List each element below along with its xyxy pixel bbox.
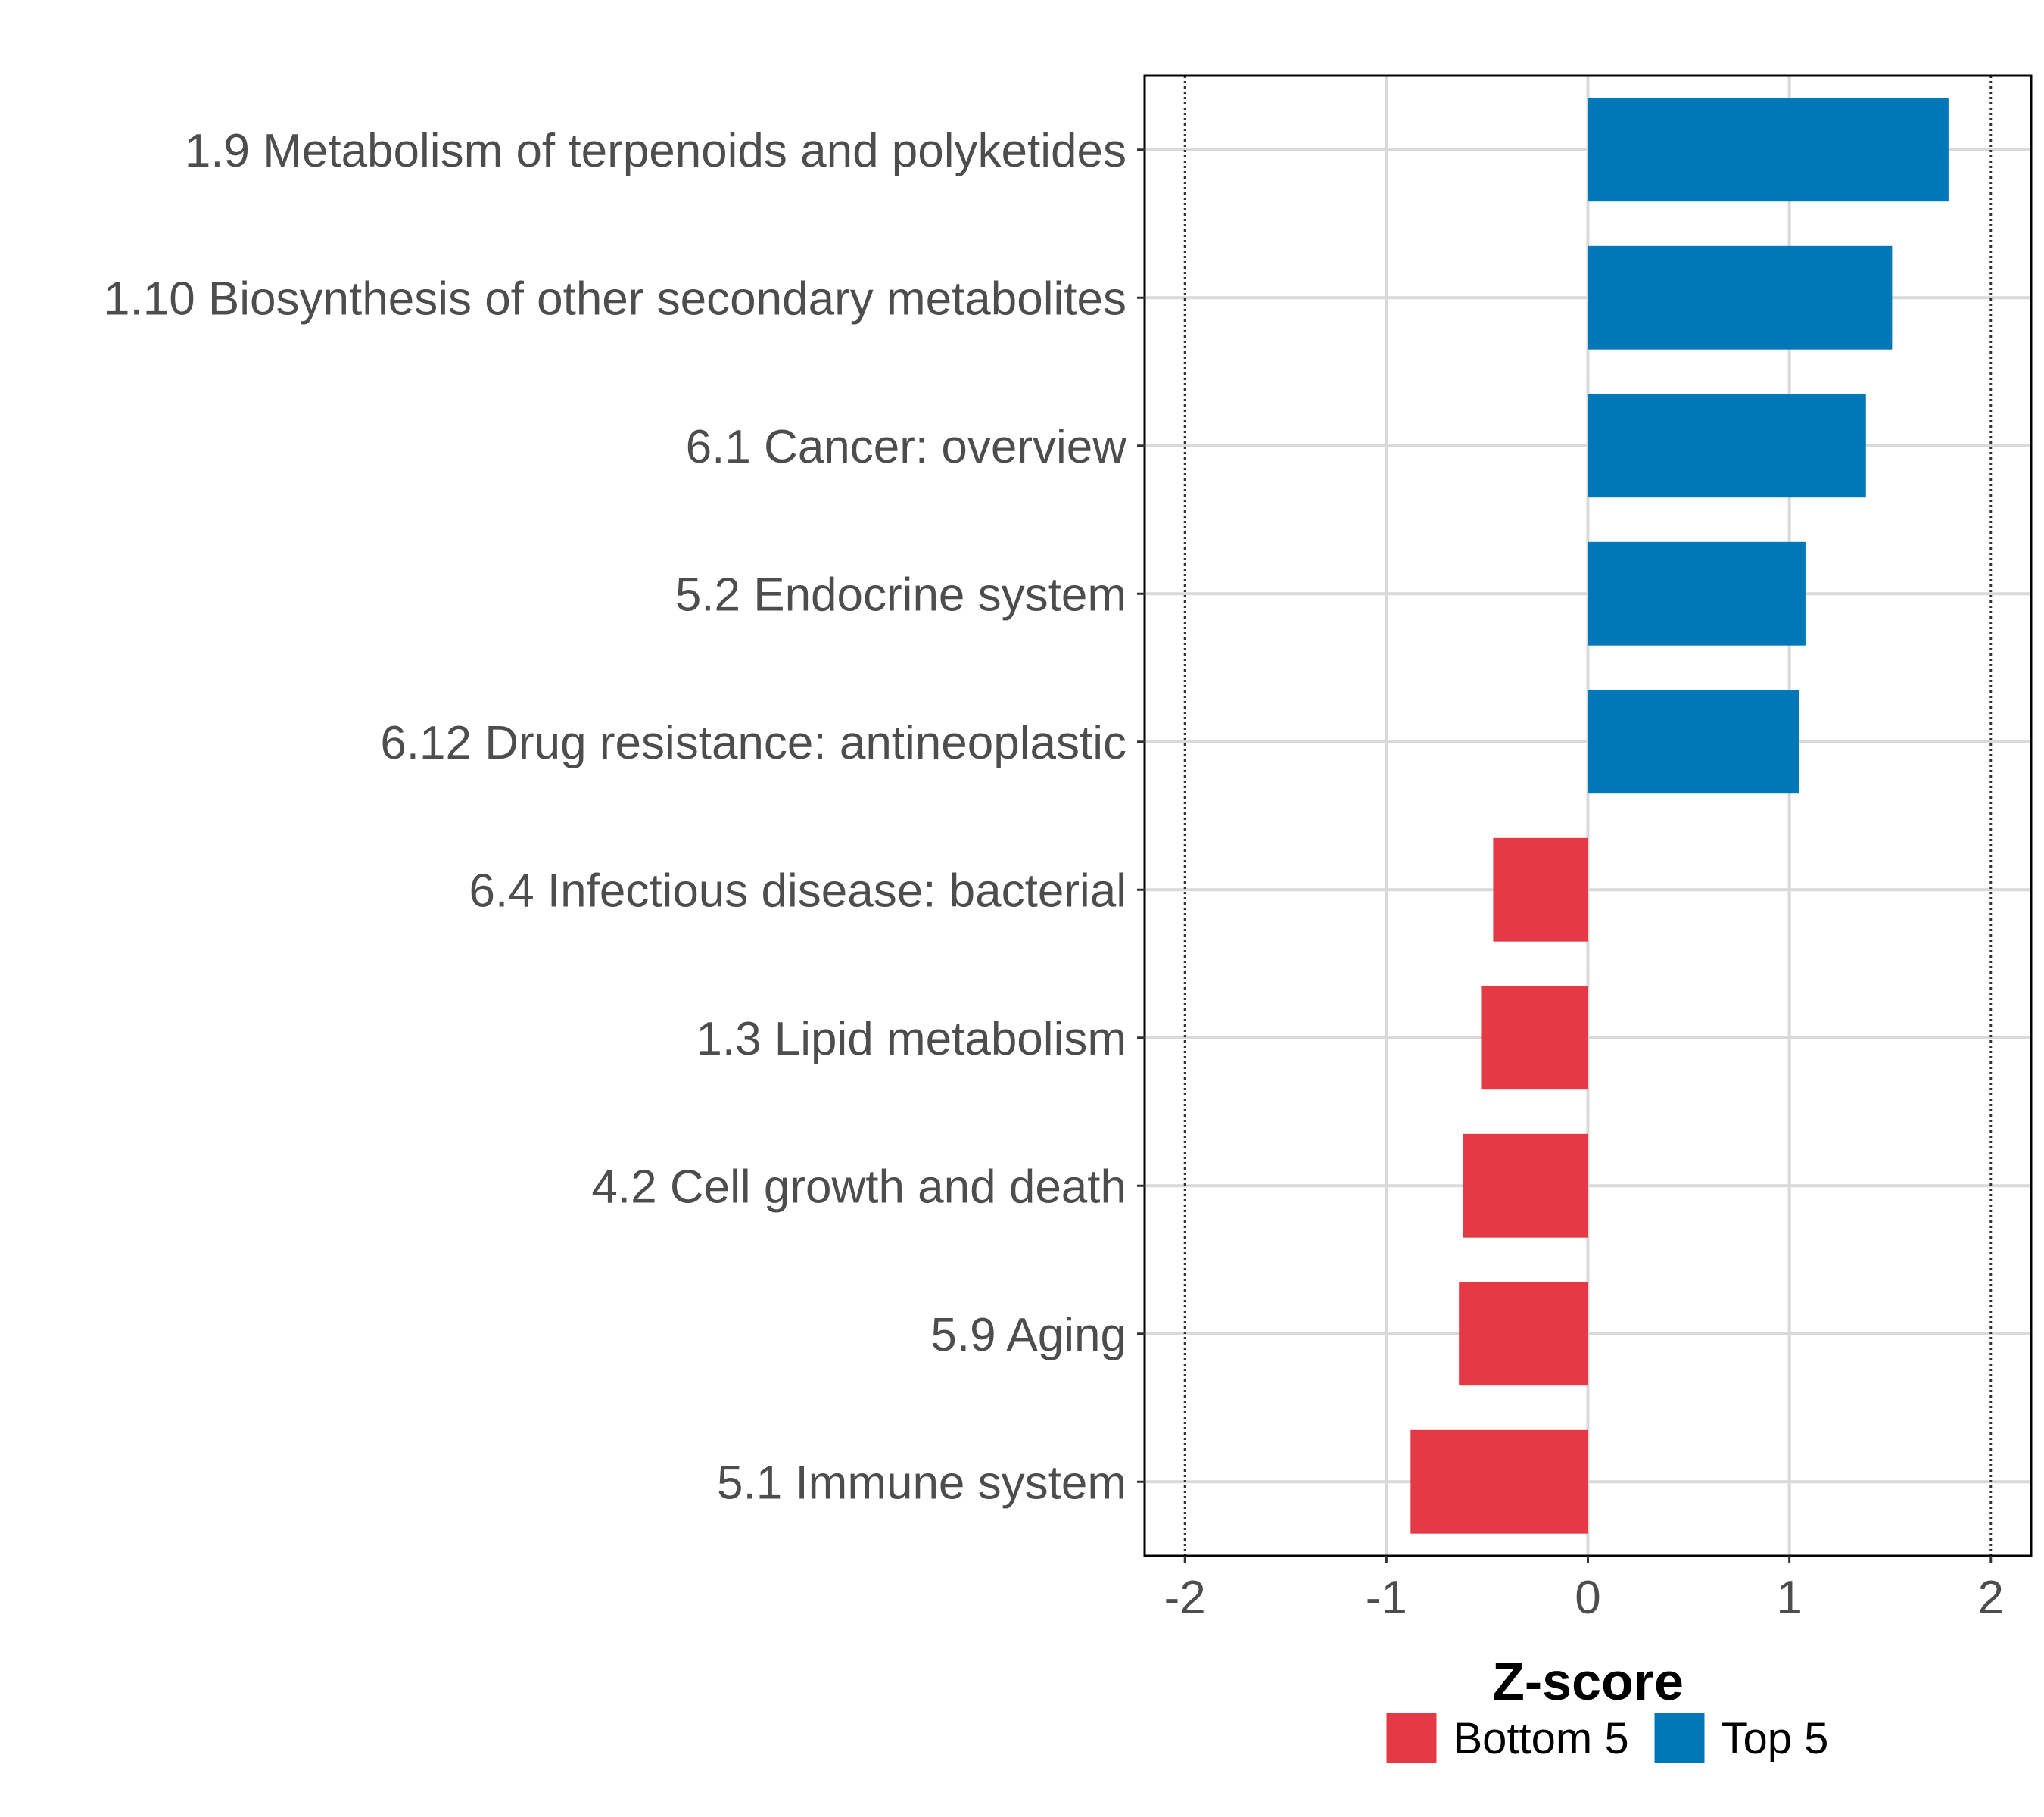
x-tick-label: -2 [1164, 1572, 1206, 1624]
bar [1588, 98, 1949, 202]
y-tick-label: 6.1 Cancer: overview [686, 421, 1127, 473]
bar [1410, 1429, 1588, 1534]
y-tick-label: 1.3 Lipid metabolism [696, 1013, 1126, 1065]
bar [1588, 690, 1799, 794]
bar [1493, 837, 1588, 942]
bars [1410, 98, 1949, 1534]
y-tick-label: 6.4 Infectious disease: bacterial [469, 865, 1126, 917]
legend: Bottom 5 Top 5 [1386, 1713, 1829, 1763]
bar [1463, 1133, 1588, 1238]
legend-label: Bottom 5 [1454, 1714, 1629, 1763]
x-tick-label: 2 [1978, 1572, 2004, 1624]
y-tick-label: 4.2 Cell growth and death [591, 1161, 1126, 1213]
bar [1588, 394, 1866, 498]
x-axis-title: Z-score [1492, 1652, 1684, 1711]
x-tick-label: -1 [1366, 1572, 1407, 1624]
y-tick-label: 1.10 Biosynthesis of other secondary met… [104, 273, 1126, 325]
legend-swatch [1386, 1713, 1437, 1763]
x-tick-label: 1 [1776, 1572, 1802, 1624]
y-tick-label: 1.9 Metabolism of terpenoids and polyket… [185, 125, 1126, 177]
y-axis-ticks: 1.9 Metabolism of terpenoids and polyket… [104, 125, 1145, 1509]
x-tick-label: 0 [1575, 1572, 1600, 1624]
bar [1481, 986, 1588, 1090]
y-tick-label: 5.1 Immune system [717, 1457, 1126, 1509]
x-axis-ticks: -2 -1 0 1 2 [1164, 1556, 2004, 1624]
bar [1459, 1282, 1588, 1386]
bar [1588, 245, 1893, 350]
y-tick-label: 5.9 Aging [930, 1309, 1126, 1361]
y-tick-label: 6.12 Drug resistance: antineoplastic [380, 717, 1126, 769]
legend-label: Top 5 [1722, 1714, 1829, 1763]
legend-swatch [1654, 1713, 1705, 1763]
y-tick-label: 5.2 Endocrine system [675, 569, 1126, 621]
bar [1588, 541, 1806, 646]
